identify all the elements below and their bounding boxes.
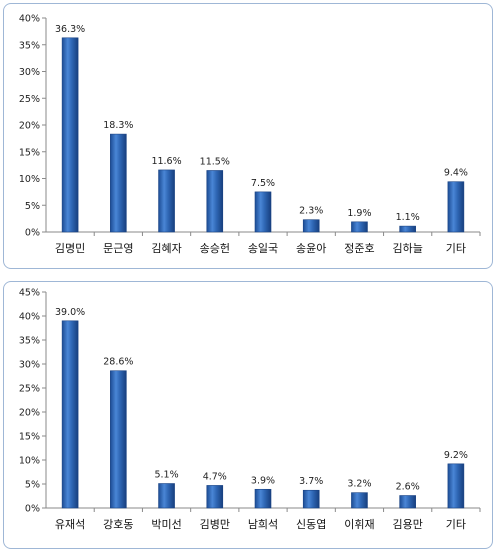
y-tick-label: 10%	[19, 456, 40, 467]
category-label: 박미선	[151, 518, 181, 531]
category-label: 강호동	[103, 518, 133, 531]
y-tick-label: 30%	[19, 67, 40, 78]
data-label: 9.4%	[444, 168, 468, 179]
data-label: 36.3%	[55, 24, 85, 35]
bar-chart-top: 0% 5% 10% 15% 20% 25% 30% 35% 40% 36.3% 김명민 18.3% 문근…	[19, 14, 481, 255]
data-label: 3.9%	[251, 475, 275, 486]
y-tick-label: 15%	[19, 432, 40, 443]
bar	[110, 370, 127, 509]
category-label: 김명민	[55, 242, 85, 255]
y-tick-label: 40%	[19, 312, 40, 323]
chart-panel-bottom: 0% 5% 10% 15% 20% 25% 30% 35% 40% 45% 39.0% 유재석 28.6…	[3, 281, 493, 549]
bar	[351, 492, 368, 509]
category-label: 김용만	[392, 518, 422, 531]
data-label: 1.1%	[396, 212, 420, 223]
data-label: 3.2%	[347, 479, 371, 490]
category-label: 신동엽	[296, 518, 326, 531]
y-tick-label: 30%	[19, 360, 40, 371]
category-label: 남희석	[248, 518, 278, 531]
y-tick-label: 0%	[25, 504, 40, 515]
category-label: 기타	[446, 242, 466, 255]
data-label: 11.5%	[200, 156, 230, 167]
data-label: 28.6%	[103, 357, 133, 368]
bar	[110, 133, 127, 233]
data-label: 2.6%	[396, 482, 420, 493]
category-label: 김혜자	[151, 242, 181, 255]
bar	[399, 225, 416, 233]
y-tick-label: 5%	[25, 201, 40, 212]
bar-chart-bottom: 0% 5% 10% 15% 20% 25% 30% 35% 40% 45% 39.0% 유재석 28.6…	[19, 288, 481, 531]
category-label: 이휘재	[344, 518, 374, 531]
data-label: 9.2%	[444, 450, 468, 461]
data-label: 18.3%	[103, 120, 133, 131]
category-label: 유재석	[55, 518, 85, 531]
bar	[254, 191, 272, 233]
y-tick-label: 20%	[19, 408, 40, 419]
data-label: 3.7%	[299, 476, 323, 487]
y-tick-label: 25%	[19, 384, 40, 395]
y-tick-label: 10%	[19, 174, 40, 185]
y-tick-label: 25%	[19, 94, 40, 105]
bar	[61, 37, 79, 233]
data-label: 39.0%	[55, 307, 85, 318]
y-tick-label: 15%	[19, 147, 40, 158]
category-label: 송윤아	[296, 242, 326, 255]
category-label: 정준호	[344, 242, 374, 255]
data-label: 2.3%	[299, 206, 323, 217]
chart-panel-top: 0% 5% 10% 15% 20% 25% 30% 35% 40% 36.3% 김명민 18.3% 문근…	[3, 3, 493, 269]
bar	[302, 489, 320, 509]
data-label: 5.1%	[154, 470, 178, 481]
bar	[206, 170, 224, 233]
y-tick-label: 45%	[19, 288, 40, 299]
y-tick-label: 0%	[25, 228, 40, 239]
category-label: 문근영	[103, 242, 133, 255]
y-tick-label: 20%	[19, 121, 40, 132]
category-label: 송일국	[248, 241, 278, 255]
bar	[302, 219, 320, 233]
data-label: 4.7%	[203, 471, 227, 482]
y-tick-label: 35%	[19, 40, 40, 51]
data-label: 11.6%	[151, 156, 181, 167]
category-label: 송승헌	[200, 242, 230, 255]
data-label: 1.9%	[347, 208, 371, 219]
data-label: 7.5%	[251, 178, 275, 189]
bar	[61, 320, 79, 509]
y-tick-label: 5%	[25, 480, 40, 491]
category-label: 김병만	[200, 518, 230, 531]
bar	[206, 485, 224, 509]
y-tick-label: 35%	[19, 336, 40, 347]
bar	[351, 221, 368, 233]
bar	[158, 169, 175, 233]
bar	[447, 463, 465, 509]
bar	[399, 495, 416, 509]
category-label: 기타	[446, 518, 466, 531]
category-label: 김하늘	[392, 241, 422, 255]
bar	[447, 181, 465, 233]
bar	[254, 488, 272, 509]
y-tick-label: 40%	[19, 14, 40, 25]
bar	[158, 483, 175, 509]
